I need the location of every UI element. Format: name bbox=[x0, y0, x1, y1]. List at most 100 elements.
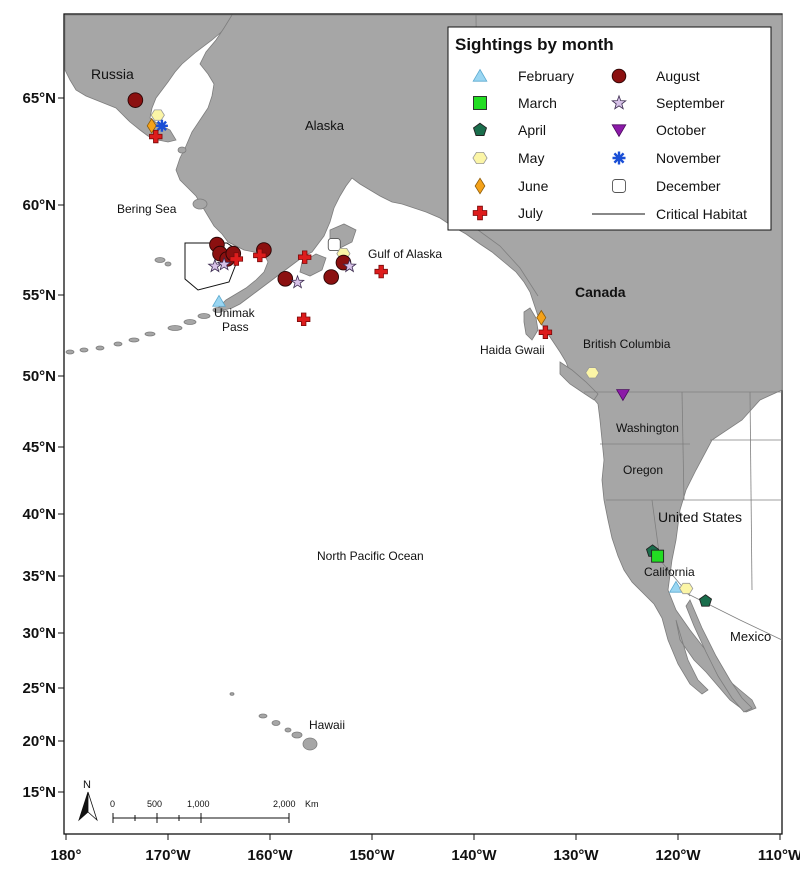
aleutian-islands bbox=[65, 146, 224, 355]
legend-icon-december bbox=[612, 179, 626, 193]
label-united-states: United States bbox=[658, 509, 742, 525]
sighting-august bbox=[277, 270, 294, 287]
legend-icon-july bbox=[472, 205, 488, 221]
legend-label-march: March bbox=[518, 95, 557, 111]
sighting-may bbox=[585, 367, 600, 379]
legend-icon-april bbox=[472, 122, 488, 136]
legend-label-july: July bbox=[518, 205, 543, 221]
place-labels: Russia Alaska Bering Sea Gulf of Alaska … bbox=[91, 66, 771, 732]
sighting-july bbox=[297, 250, 312, 264]
legend-label-december: December bbox=[656, 178, 721, 194]
label-bering-sea: Bering Sea bbox=[117, 202, 177, 216]
sighting-october bbox=[615, 389, 630, 402]
legend-label-august: August bbox=[656, 68, 700, 84]
lon-tick-label: 110°W bbox=[758, 847, 800, 864]
legend-title: Sightings by month bbox=[455, 35, 614, 54]
label-unimak-line1: Unimak bbox=[214, 306, 256, 320]
label-alaska: Alaska bbox=[305, 118, 345, 133]
sighting-april bbox=[698, 594, 713, 607]
sighting-december bbox=[327, 238, 341, 252]
legend-box bbox=[447, 26, 772, 231]
label-north-pacific: North Pacific Ocean bbox=[317, 549, 424, 563]
legend-icon-august bbox=[611, 68, 627, 84]
legend-label-november: November bbox=[656, 150, 721, 166]
legend-label-april: April bbox=[518, 122, 546, 138]
label-oregon: Oregon bbox=[623, 463, 663, 477]
legend-icon-september bbox=[611, 94, 627, 110]
legend-icon-june bbox=[474, 177, 486, 195]
scale-bar: N 0 500 1,000 2,000 Km bbox=[78, 779, 319, 823]
legend-icon-november bbox=[612, 151, 626, 165]
lon-tick-label: 120°W bbox=[655, 847, 701, 864]
lon-tick-label: 160°W bbox=[247, 847, 293, 864]
sighting-august bbox=[127, 92, 144, 108]
lat-tick-label: 25°N bbox=[22, 680, 56, 697]
label-russia: Russia bbox=[91, 66, 134, 82]
label-washington: Washington bbox=[616, 421, 679, 435]
vancouver-island bbox=[559, 361, 599, 401]
legend-label-october: October bbox=[656, 122, 706, 138]
legend-label-june: June bbox=[518, 178, 549, 194]
label-unimak-line2: Pass bbox=[222, 320, 249, 334]
lat-tick-label: 30°N bbox=[22, 625, 56, 642]
legend-label-may: May bbox=[518, 150, 544, 166]
hawaiian-islands bbox=[229, 692, 318, 751]
label-haida-gwaii: Haida Gwaii bbox=[480, 343, 545, 357]
lat-tick-label: 55°N bbox=[22, 287, 56, 304]
lat-tick-label: 40°N bbox=[22, 506, 56, 523]
longitude-ticks: 180° 170°W 160°W 150°W 140°W 130°W 120°W 110°W bbox=[50, 834, 800, 864]
scale-label-0: 0 bbox=[110, 799, 115, 809]
sighting-september bbox=[216, 256, 232, 271]
sighting-july bbox=[296, 312, 311, 326]
lat-tick-label: 20°N bbox=[22, 733, 56, 750]
scale-label-500: 500 bbox=[147, 799, 162, 809]
admin-borders bbox=[475, 14, 783, 641]
sighting-may bbox=[679, 582, 694, 595]
sightings-layer bbox=[127, 92, 713, 607]
legend-habitat-label: Critical Habitat bbox=[656, 206, 747, 222]
lat-tick-label: 15°N bbox=[22, 784, 56, 801]
sighting-july bbox=[149, 129, 163, 144]
sighting-september bbox=[342, 258, 357, 273]
legend-icon-october bbox=[611, 124, 627, 138]
legend-icon-february bbox=[472, 68, 488, 82]
haida-gwaii-island bbox=[523, 307, 539, 341]
baja-peninsula bbox=[685, 599, 753, 713]
sighting-february bbox=[668, 580, 683, 593]
legend-icon-march bbox=[473, 96, 487, 110]
sighting-march bbox=[651, 549, 665, 563]
legend-icon-may bbox=[472, 151, 488, 165]
label-gulf-of-alaska: Gulf of Alaska bbox=[368, 247, 442, 261]
label-mexico: Mexico bbox=[730, 629, 771, 644]
lon-tick-label: 150°W bbox=[349, 847, 395, 864]
sighting-july bbox=[538, 325, 553, 339]
scale-label-2000: 2,000 bbox=[273, 799, 296, 809]
latitude-ticks: 65°N 60°N 55°N 50°N 45°N 40°N 35°N 30°N 25°N 20°N… bbox=[22, 90, 64, 801]
legend-items: February March April May June July August Septe… bbox=[472, 68, 725, 221]
lat-tick-label: 65°N bbox=[22, 90, 56, 107]
sighting-july bbox=[253, 248, 267, 263]
legend-label-september: September bbox=[656, 95, 725, 111]
sighting-june bbox=[536, 309, 547, 326]
lat-tick-label: 35°N bbox=[22, 568, 56, 585]
critical-habitat-polygon bbox=[184, 242, 241, 291]
sighting-july bbox=[229, 252, 244, 266]
sighting-august bbox=[323, 269, 340, 285]
lon-tick-label: 180° bbox=[50, 847, 81, 864]
lat-tick-label: 45°N bbox=[22, 439, 56, 456]
lon-tick-label: 130°W bbox=[553, 847, 599, 864]
lon-tick-label: 140°W bbox=[451, 847, 497, 864]
scale-label-1000: 1,000 bbox=[187, 799, 210, 809]
russia-landmass bbox=[64, 14, 233, 143]
scale-unit: Km bbox=[305, 799, 319, 809]
north-arrow-label: N bbox=[83, 779, 91, 791]
lon-tick-label: 170°W bbox=[145, 847, 191, 864]
label-california: California bbox=[644, 565, 695, 579]
sighting-february bbox=[212, 294, 226, 307]
label-british-columbia: British Columbia bbox=[583, 337, 671, 351]
lat-tick-label: 50°N bbox=[22, 368, 56, 385]
label-canada: Canada bbox=[575, 284, 626, 300]
sighting-may bbox=[150, 109, 165, 121]
sighting-september bbox=[290, 274, 305, 289]
sighting-june bbox=[146, 117, 157, 134]
